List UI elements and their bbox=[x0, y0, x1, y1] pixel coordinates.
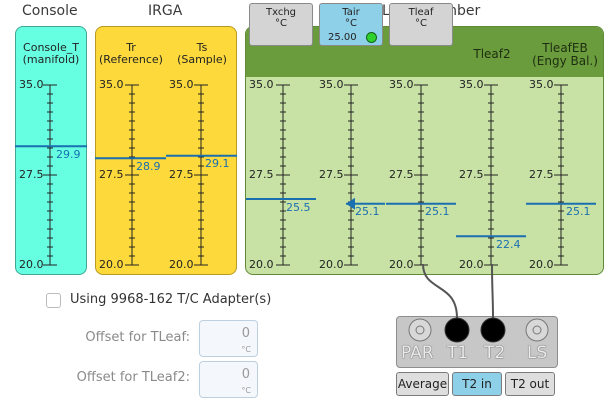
tair-unit: °C bbox=[345, 18, 357, 29]
console-section-title: Console bbox=[22, 3, 78, 19]
tleaf2-offset-unit: °C bbox=[241, 386, 251, 395]
tick-label-ts: 20.0 bbox=[169, 258, 194, 271]
tleaf-offset-unit: °C bbox=[241, 345, 251, 354]
tleaf2-offset-label: Offset for TLeaf2: bbox=[76, 370, 190, 385]
tick-label-tair: 27.5 bbox=[319, 168, 344, 181]
tick-label-tleaf: 35.0 bbox=[389, 78, 414, 91]
tick-label-tair: 20.0 bbox=[319, 258, 344, 271]
txchg-button[interactable]: Txchg °C bbox=[249, 3, 313, 46]
tick-label-console_t: 27.5 bbox=[19, 168, 44, 181]
tleafeb-label: TleafEB (Engy Bal.) bbox=[524, 42, 606, 68]
tair-button[interactable]: Tair °C 25.00 bbox=[319, 3, 383, 46]
tick-label-tleaf: 27.5 bbox=[389, 168, 414, 181]
tleaf2-offset-field[interactable]: 0 °C bbox=[199, 361, 258, 398]
tick-label-tr: 27.5 bbox=[99, 168, 124, 181]
tleaf-name: Tleaf bbox=[408, 7, 434, 18]
adapter-checkbox[interactable] bbox=[46, 293, 61, 308]
console-t-sub: (manifold) bbox=[22, 53, 80, 66]
tick-label-tr: 20.0 bbox=[99, 258, 124, 271]
port-ls-label: LS bbox=[527, 343, 548, 363]
tleaf2-value: 22.4 bbox=[496, 238, 521, 251]
t2-out-button[interactable]: T2 out bbox=[505, 372, 555, 396]
tleaf2-offset-value: 0 bbox=[241, 367, 250, 382]
irga-panel bbox=[95, 26, 237, 275]
tick-label-tleafeb: 20.0 bbox=[529, 258, 554, 271]
tair-status-indicator bbox=[366, 32, 377, 43]
tr-name: Tr bbox=[126, 41, 136, 54]
tick-label-tleafeb: 35.0 bbox=[529, 78, 554, 91]
ts-sub: (Sample) bbox=[177, 53, 227, 66]
tick-label-tleaf2: 20.0 bbox=[459, 258, 484, 271]
tleaf-offset-label: Offset for TLeaf: bbox=[85, 330, 190, 345]
tleaf2-label: Tleaf2 bbox=[473, 47, 511, 61]
tr-header: Tr (Reference) bbox=[95, 42, 167, 66]
tick-label-console_t: 35.0 bbox=[19, 78, 44, 91]
irga-section-title: IRGA bbox=[148, 3, 183, 19]
ts-value: 29.1 bbox=[205, 157, 230, 170]
tr-value: 28.9 bbox=[136, 160, 161, 173]
t2-in-button[interactable]: T2 in bbox=[452, 372, 502, 396]
txchg-unit: °C bbox=[275, 18, 287, 29]
tair-setpoint: 25.00 bbox=[328, 32, 357, 43]
tick-label-tr: 35.0 bbox=[99, 78, 124, 91]
port-t1-label: T1 bbox=[447, 343, 469, 363]
tleafeb-sub: (Engy Bal.) bbox=[532, 54, 598, 68]
tick-label-txchg: 20.0 bbox=[249, 258, 274, 271]
console-panel bbox=[15, 26, 87, 275]
tr-sub: (Reference) bbox=[99, 53, 163, 66]
average-button[interactable]: Average bbox=[396, 372, 449, 396]
tair-value: 25.1 bbox=[355, 205, 380, 218]
port-t2-label: T2 bbox=[484, 343, 506, 363]
tick-label-tleafeb: 27.5 bbox=[529, 168, 554, 181]
tick-label-txchg: 35.0 bbox=[249, 78, 274, 91]
tleaf-offset-value: 0 bbox=[241, 326, 250, 341]
tleaf-value: 25.1 bbox=[425, 205, 450, 218]
tleafeb-value: 25.1 bbox=[566, 205, 591, 218]
tick-label-ts: 35.0 bbox=[169, 78, 194, 91]
tick-label-tair: 35.0 bbox=[319, 78, 344, 91]
console-t-header: Console_T (manifold) bbox=[15, 42, 87, 66]
tleafeb-name: TleafEB bbox=[542, 41, 588, 55]
adapter-checkbox-label: Using 9968-162 T/C Adapter(s) bbox=[70, 292, 272, 307]
tick-label-console_t: 20.0 bbox=[19, 258, 44, 271]
ts-name: Ts bbox=[196, 41, 208, 54]
tick-label-ts: 27.5 bbox=[169, 168, 194, 181]
tair-name: Tair bbox=[342, 7, 360, 18]
ts-header: Ts (Sample) bbox=[166, 42, 238, 66]
txchg-name: Txchg bbox=[265, 7, 297, 18]
tleaf-unit: °C bbox=[415, 18, 427, 29]
tleaf-button[interactable]: Tleaf °C bbox=[389, 3, 453, 46]
tleaf-offset-field[interactable]: 0 °C bbox=[199, 320, 258, 357]
tick-label-tleaf: 20.0 bbox=[389, 258, 414, 271]
port-par-label: PAR bbox=[401, 343, 434, 363]
tick-label-tleaf2: 27.5 bbox=[459, 168, 484, 181]
console-t-name: Console_T bbox=[23, 41, 79, 54]
console-t-value: 29.9 bbox=[56, 148, 81, 161]
tick-label-tleaf2: 35.0 bbox=[459, 78, 484, 91]
txchg-value: 25.5 bbox=[286, 201, 311, 214]
leaf-chamber-panel bbox=[245, 26, 604, 275]
tick-label-txchg: 27.5 bbox=[249, 168, 274, 181]
